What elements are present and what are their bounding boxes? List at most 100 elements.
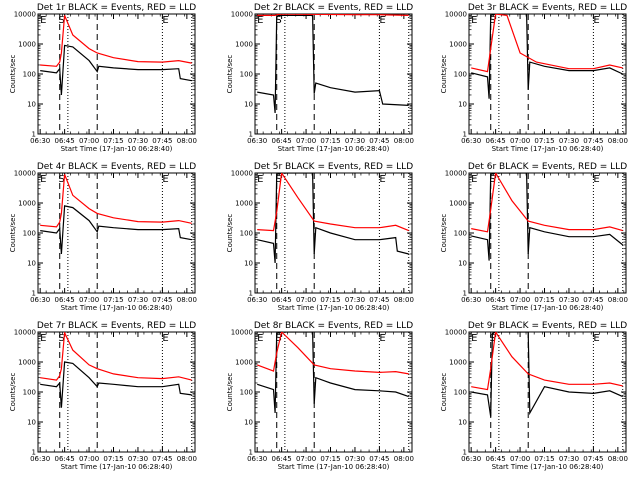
x-tick-label: 08:00 [177,296,197,304]
x-tick-label: 07:45 [583,455,603,463]
x-tick-label: 06:30 [30,296,50,304]
x-tick-label: 07:30 [345,137,365,145]
y-tick-label: 1 [32,290,36,298]
y-tick-label: 10000 [231,11,253,19]
x-tick-label: 08:00 [394,137,414,145]
e-marker-label: E [162,174,168,185]
y-tick-label: 10 [244,260,253,268]
y-axis-label: Counts/sec [226,214,234,253]
panel-det-3r: Det 3r BLACK = Events, RED = LLD 1 10 100 10… [440,3,628,153]
x-axis-label: Start Time (17-Jan-10 06:28:40) [61,463,173,471]
x-axis-label: Start Time (17-Jan-10 06:28:40) [492,463,604,471]
x-tick-label: 07:45 [152,296,172,304]
x-tick-label: 06:30 [247,296,267,304]
x-tick-label: 06:30 [461,137,481,145]
lld-series-line [471,14,623,73]
panel-det-8r: Det 8r BLACK = Events, RED = LLD 1 10 100 10… [226,321,414,471]
y-tick-label: 10 [458,419,467,427]
x-tick-label: 07:45 [152,455,172,463]
y-tick-label: 10000 [231,170,253,178]
y-axis-label: Counts/sec [226,55,234,94]
x-tick-label: 06:45 [55,296,75,304]
x-tick-label: 06:45 [486,455,506,463]
x-tick-label: 06:45 [55,137,75,145]
x-tick-label: 06:45 [486,296,506,304]
y-tick-label: 1 [463,290,467,298]
x-tick-label: 06:30 [30,137,50,145]
y-tick-label: 1000 [449,359,467,367]
y-tick-label: 1 [32,131,36,139]
events-series-line [471,14,623,99]
panel-title: Det 4r BLACK = Events, RED = LLD [37,162,196,172]
x-tick-label: 07:30 [559,296,579,304]
x-tick-label: 07:15 [534,296,554,304]
panel-det-2r: Det 2r BLACK = Events, RED = LLD 1 10 100 10… [226,3,414,153]
e-marker-label: E [593,174,599,185]
s-marker-label: S [58,15,64,26]
y-tick-label: 1 [249,449,253,457]
y-tick-label: 1 [463,449,467,457]
y-tick-label: 1000 [18,359,36,367]
x-axis-label: Start Time (17-Jan-10 06:28:40) [278,304,390,312]
y-tick-label: 10000 [231,329,253,337]
x-tick-label: 07:45 [152,137,172,145]
x-tick-label: 07:15 [320,296,340,304]
y-tick-label: 10 [27,260,36,268]
x-tick-label: 08:00 [177,455,197,463]
e-marker-label: E [593,333,599,344]
x-axis-label: Start Time (17-Jan-10 06:28:40) [492,304,604,312]
e-marker-label: E [379,333,385,344]
x-tick-label: 07:00 [510,455,530,463]
y-tick-label: 100 [454,71,467,79]
x-tick-label: 07:45 [583,296,603,304]
e-marker-label: E [257,15,263,26]
x-tick-label: 06:30 [461,296,481,304]
x-tick-label: 07:30 [345,296,365,304]
e-marker-label: E [471,15,477,26]
y-tick-label: 100 [240,71,253,79]
y-tick-label: 100 [23,71,36,79]
e-marker-label: E [471,174,477,185]
events-series-line [471,332,623,417]
x-tick-label: 07:00 [296,455,316,463]
panel-title: Det 3r BLACK = Events, RED = LLD [468,3,627,13]
x-tick-label: 08:00 [608,296,628,304]
x-tick-label: 06:45 [272,455,292,463]
x-tick-label: 08:00 [608,455,628,463]
y-tick-label: 100 [23,389,36,397]
events-series-line [40,361,192,408]
lld-series-line [40,174,192,228]
y-tick-label: 10 [27,101,36,109]
x-axis-label: Start Time (17-Jan-10 06:28:40) [278,145,390,153]
e-marker-label: E [40,15,46,26]
x-tick-label: 07:15 [320,455,340,463]
x-tick-label: 08:00 [394,296,414,304]
y-tick-label: 10000 [14,11,36,19]
e-marker-label: E [162,15,168,26]
x-tick-label: 07:45 [369,137,389,145]
x-tick-label: 07:00 [79,455,99,463]
e-marker-label: E [379,174,385,185]
e-marker-label: E [257,174,263,185]
y-tick-label: 10 [244,419,253,427]
panel-title: Det 6r BLACK = Events, RED = LLD [468,162,627,172]
plot-frame [254,13,413,135]
x-tick-label: 07:00 [79,296,99,304]
events-series-line [257,332,409,414]
s-marker-label: S [58,174,64,185]
lld-series-line [471,173,623,233]
y-tick-label: 10 [458,101,467,109]
y-tick-label: 10000 [14,329,36,337]
y-axis-label: Counts/sec [440,55,448,94]
y-tick-label: 10000 [445,329,467,337]
e-marker-label: E [162,333,168,344]
x-tick-label: 07:15 [320,137,340,145]
y-axis-label: Counts/sec [226,373,234,412]
y-tick-label: 1000 [449,41,467,49]
y-tick-label: 100 [454,389,467,397]
x-tick-label: 07:15 [103,455,123,463]
x-axis-label: Start Time (17-Jan-10 06:28:40) [492,145,604,153]
e-marker-label: E [593,15,599,26]
e-marker-label: E [257,333,263,344]
